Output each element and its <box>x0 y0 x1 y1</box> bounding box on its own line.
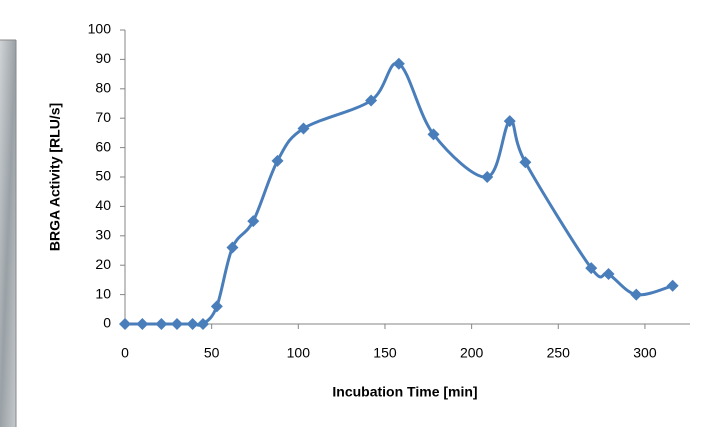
data-point <box>196 318 209 330</box>
data-point <box>630 288 643 301</box>
y-tick-label: 40 <box>95 197 111 213</box>
x-tick-label: 200 <box>460 345 484 361</box>
data-point <box>247 215 260 228</box>
x-tick-label: 250 <box>547 345 571 361</box>
y-tick-label: 90 <box>95 50 111 66</box>
data-point <box>602 268 615 281</box>
data-line <box>125 61 674 327</box>
data-point <box>136 318 149 330</box>
data-point <box>170 318 183 330</box>
data-point <box>271 154 284 167</box>
data-point <box>119 318 131 330</box>
data-point <box>226 241 239 254</box>
y-tick-label: 50 <box>95 168 111 184</box>
data-point <box>666 279 679 292</box>
y-tick-label: 80 <box>95 80 111 96</box>
x-tick-label: 100 <box>287 345 311 361</box>
y-tick-label: 10 <box>95 285 111 301</box>
data-point <box>297 122 310 135</box>
data-point <box>186 318 199 330</box>
data-point <box>519 156 532 169</box>
y-axis-title: BRGA Activity [RLU/s] <box>47 103 63 251</box>
data-point <box>155 318 168 330</box>
x-tick-label: 150 <box>373 345 397 361</box>
y-tick-label: 70 <box>95 109 111 125</box>
x-axis-title: Incubation Time [min] <box>332 384 477 400</box>
data-point <box>365 94 378 107</box>
data-point <box>503 115 516 128</box>
data-point <box>585 262 598 275</box>
data-point <box>427 128 440 141</box>
x-tick-label: 0 <box>121 345 129 361</box>
y-tick-label: 0 <box>103 315 111 331</box>
y-tick-label: 20 <box>95 256 111 272</box>
y-tick-label: 100 <box>88 21 112 37</box>
data-point <box>481 171 494 183</box>
y-tick-label: 60 <box>95 138 111 154</box>
data-point <box>392 57 405 70</box>
background-texture <box>0 40 16 427</box>
y-tick-label: 30 <box>95 227 111 243</box>
x-tick-label: 300 <box>633 345 657 361</box>
data-point <box>210 300 223 313</box>
x-tick-label: 50 <box>204 345 220 361</box>
